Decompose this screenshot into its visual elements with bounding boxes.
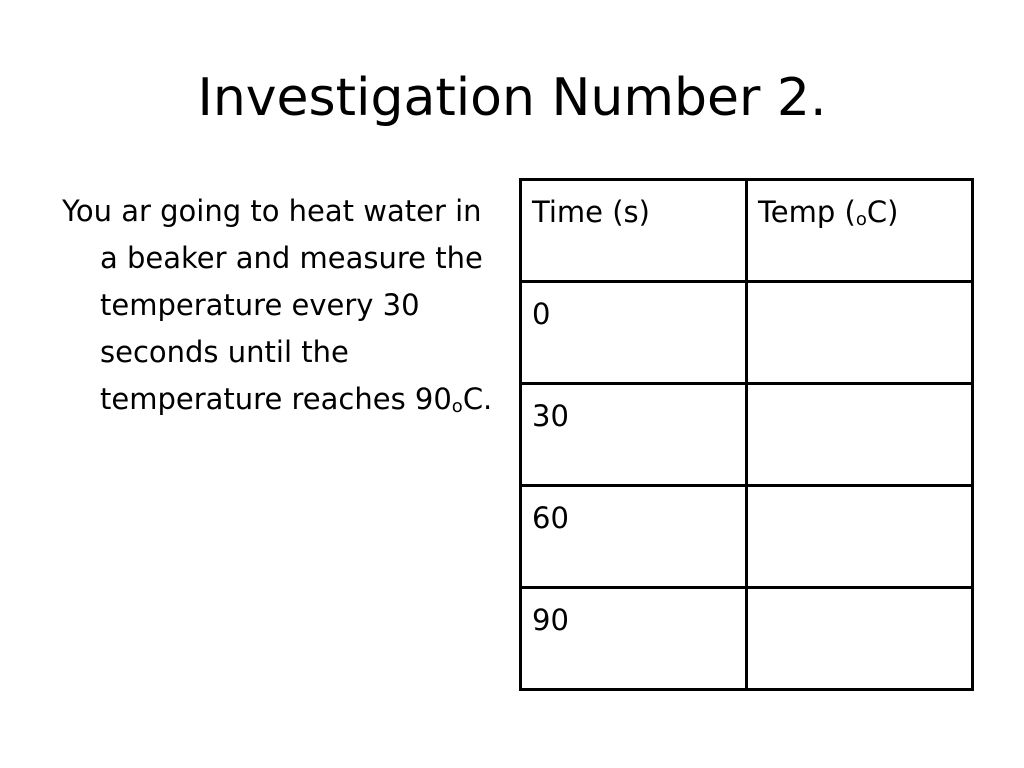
header-degree-sign: o	[855, 209, 867, 230]
instruction-paragraph: You ar going to heat water in a beaker a…	[62, 188, 502, 430]
measurement-table: Time (s) Temp (oC) 0 30 60 90	[519, 178, 974, 691]
time-cell: 0	[519, 280, 748, 385]
temp-cell[interactable]	[745, 586, 974, 691]
table-row: 30	[519, 382, 974, 487]
header-temp-suffix: C)	[866, 195, 899, 229]
temp-cell[interactable]	[745, 382, 974, 487]
temp-cell[interactable]	[745, 484, 974, 589]
table-row: 60	[519, 484, 974, 589]
header-time: Time (s)	[519, 178, 748, 283]
slide-title: Investigation Number 2.	[197, 68, 827, 128]
instruction-end-text: C.	[462, 382, 493, 416]
time-cell: 60	[519, 484, 748, 589]
time-cell: 90	[519, 586, 748, 691]
instruction-text: You ar going to heat water in a beaker a…	[62, 188, 502, 430]
header-temp-prefix: Temp (	[758, 195, 856, 229]
temp-cell[interactable]	[745, 280, 974, 385]
instruction-main-text: You ar going to heat water in a beaker a…	[62, 194, 483, 416]
table-row: 90	[519, 586, 974, 691]
table-row: 0	[519, 280, 974, 385]
header-temp: Temp (oC)	[745, 178, 974, 283]
time-cell: 30	[519, 382, 748, 487]
table-header-row: Time (s) Temp (oC)	[519, 178, 974, 283]
degree-sign: o	[451, 396, 463, 417]
